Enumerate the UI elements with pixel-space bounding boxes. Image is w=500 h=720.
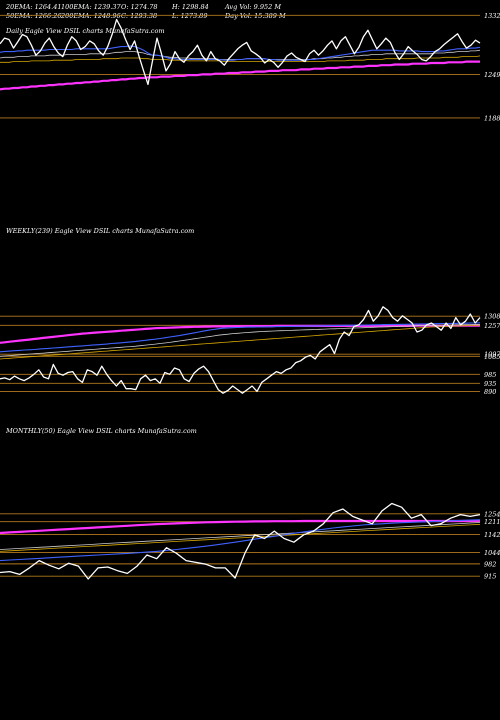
monthly-ema50-line <box>0 522 481 550</box>
daily-price-line <box>0 18 481 86</box>
header-close: C: 1293.38 <box>121 12 157 20</box>
weekly-y-tick-label-4: 985 <box>484 371 496 379</box>
weekly-y-tick-label-5: 935 <box>484 380 496 388</box>
daily-y-tick-label-2: 1188 <box>484 114 500 122</box>
monthly-price-line <box>0 502 481 580</box>
weekly-price-line <box>0 306 481 394</box>
monthly-y-tick-label-3: 1044 <box>484 549 500 557</box>
weekly-y-tick-label-2: 1097 <box>484 351 500 359</box>
monthly-watermark: MONTHLY(50) Eagle View DSIL charts Munaf… <box>5 427 197 435</box>
monthly-y-tick-label-4: 982 <box>484 560 496 568</box>
header-open: O: 1274.78 <box>121 3 157 11</box>
header-high: H: 1298.84 <box>171 3 209 11</box>
daily-watermark: Daily Eagle View DSIL charts MunafaSutra… <box>5 27 165 35</box>
daily-y-tick-label-0: 1332 <box>484 12 500 20</box>
monthly-y-tick-label-0: 1254 <box>484 510 500 518</box>
monthly-y-tick-label-1: 1211 <box>484 518 500 526</box>
weekly-y-tick-label-6: 890 <box>484 388 496 396</box>
header-ema100: 100EMA: 1239.37 <box>61 3 122 11</box>
header-day-vol: Day Vol: 15.389 M <box>224 12 286 20</box>
daily-header: 20EMA: 1264.41 100EMA: 1239.37 O: 1274.7… <box>5 3 286 20</box>
daily-panel: 1332 1249 1188 <box>0 12 500 122</box>
daily-ema200-line <box>0 60 480 91</box>
daily-y-tick-label-1: 1249 <box>484 71 500 79</box>
header-low: L: 1273.89 <box>171 12 207 20</box>
header-ema200: 200EMA: 1248.96 <box>60 12 121 20</box>
weekly-y-tick-label-1: 1257 <box>484 322 500 330</box>
header-avg-vol: Avg Vol: 9.952 M <box>224 3 281 11</box>
weekly-watermark: WEEKLY(239) Eagle View DSIL charts Munaf… <box>6 227 194 235</box>
weekly-ema50-line <box>0 323 480 357</box>
weekly-ema20-line <box>0 322 481 353</box>
monthly-ema20-line <box>0 519 481 562</box>
monthly-y-tick-label-2: 1142 <box>484 531 500 539</box>
header-ema20: 20EMA: 1264.41 <box>5 3 62 11</box>
weekly-y-tick-label-3: 1085 <box>484 353 500 361</box>
weekly-ema100-line <box>0 324 481 360</box>
monthly-ema200-line <box>0 519 481 535</box>
monthly-y-tick-label-5: 915 <box>484 573 496 581</box>
weekly-y-tick-label-0: 1308 <box>484 313 500 321</box>
header-ema50: 50EMA: 1266.26 <box>6 12 62 20</box>
monthly-ema100-line <box>0 523 481 552</box>
